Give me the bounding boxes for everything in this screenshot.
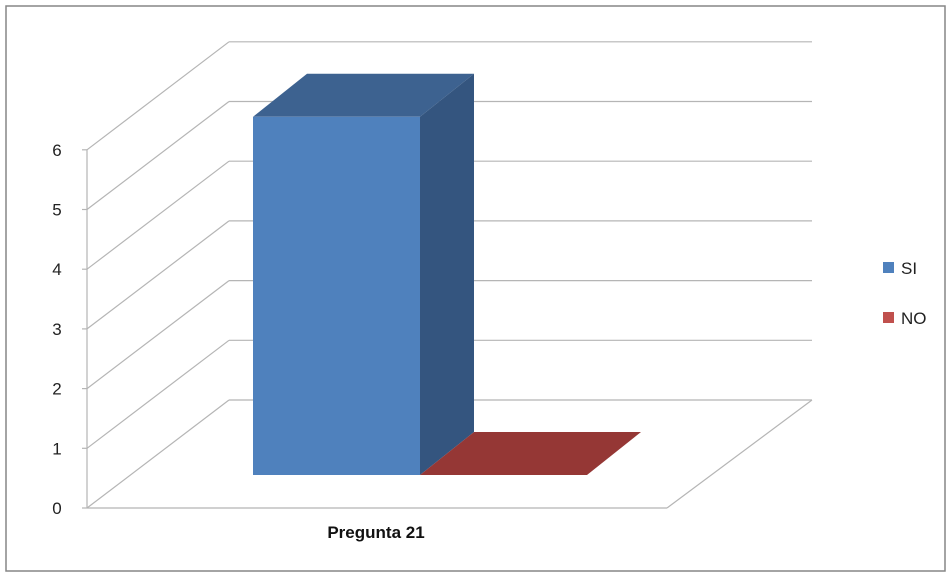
bar-si bbox=[253, 73, 474, 476]
axis-layer: 0 1 2 3 4 5 6 bbox=[52, 141, 88, 518]
y-tick-label: 6 bbox=[52, 141, 61, 160]
gridline-side bbox=[86, 160, 230, 270]
y-tick-label: 5 bbox=[52, 201, 61, 220]
y-tick-label: 4 bbox=[52, 260, 61, 279]
bars-layer bbox=[253, 73, 641, 476]
chart-border bbox=[5, 5, 946, 572]
gridline-side bbox=[86, 280, 230, 390]
legend-swatch-si bbox=[883, 262, 894, 273]
gridline-side bbox=[86, 339, 230, 449]
bar-top-face bbox=[253, 73, 474, 117]
gridline-side bbox=[86, 101, 230, 210]
gridline-side bbox=[86, 41, 230, 151]
legend-swatch-no bbox=[883, 312, 894, 323]
bar-no bbox=[420, 432, 641, 475]
legend-label-no: NO bbox=[901, 309, 927, 328]
bar-front-face bbox=[253, 116, 420, 476]
y-tick-label: 2 bbox=[52, 380, 61, 399]
gridline-side bbox=[86, 220, 230, 330]
bar-side-face bbox=[420, 73, 474, 476]
y-tick-label: 3 bbox=[52, 320, 61, 339]
legend: SI NO bbox=[883, 259, 927, 328]
y-tick-label: 1 bbox=[52, 439, 61, 458]
legend-label-si: SI bbox=[901, 259, 917, 278]
gridline-side bbox=[86, 399, 230, 509]
floor-right-edge bbox=[666, 399, 813, 509]
y-tick-label: 0 bbox=[52, 499, 61, 518]
bar-top-face bbox=[420, 432, 641, 475]
category-label: Pregunta 21 bbox=[327, 523, 424, 542]
